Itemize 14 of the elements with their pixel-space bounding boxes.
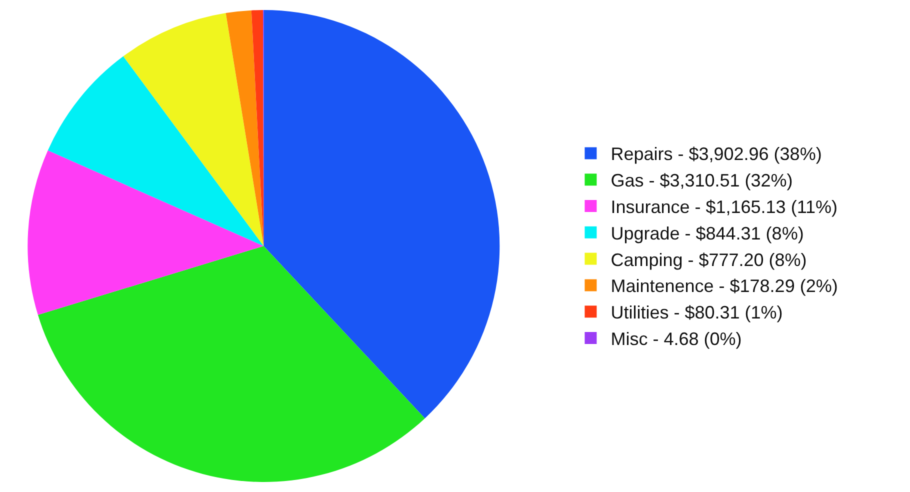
- pie-slice: [123, 13, 264, 246]
- legend-label: Insurance - $1,165.13 (11%): [610, 197, 838, 218]
- pie-slice: [28, 150, 264, 315]
- legend-label: Maintenence - $178.29 (2%): [610, 276, 838, 296]
- pie-slice: [264, 10, 500, 418]
- legend-label: Upgrade - $844.31 (8%): [610, 223, 804, 244]
- legend-label: Camping - $777.20 (8%): [610, 250, 807, 270]
- pie-slice: [38, 246, 425, 482]
- pie-slice: [226, 10, 264, 246]
- legend-label: Misc - 4.68 (0%): [610, 329, 742, 350]
- legend-label: Repairs - $3,902.96 (38%): [610, 144, 822, 164]
- pie-slice: [48, 56, 264, 246]
- legend-label: Utilities - $80.31 (1%): [610, 302, 783, 323]
- legend-label: Gas - $3,310.51 (32%): [610, 170, 793, 191]
